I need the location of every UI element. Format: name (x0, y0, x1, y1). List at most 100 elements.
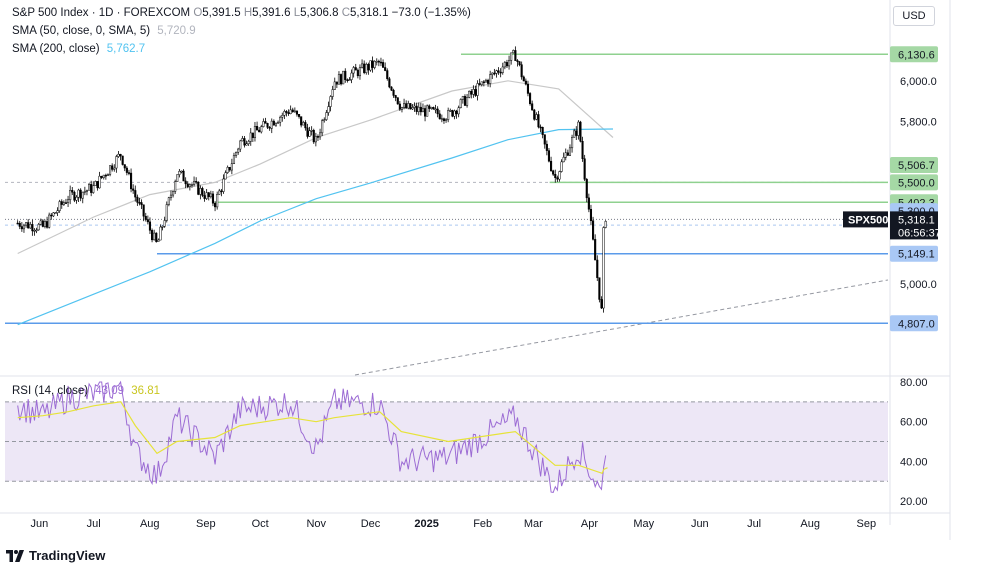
candle-body (600, 299, 603, 309)
candle-body (218, 190, 221, 195)
level-tag-6: 4,807.0 (898, 318, 935, 330)
candle-body (585, 179, 588, 199)
tradingview-logo-icon (6, 549, 24, 562)
candle-body (583, 158, 586, 180)
candle-body (75, 196, 78, 201)
candle-body (545, 143, 548, 151)
candle-body (373, 61, 376, 68)
candle-body (589, 209, 593, 221)
candle-body (186, 183, 189, 187)
candle-body (260, 126, 263, 133)
candle-body (125, 167, 128, 173)
candle-body (121, 155, 124, 165)
tradingview-logo[interactable]: TradingView (6, 548, 105, 563)
symbol-tag-bg (843, 211, 888, 228)
sma50-legend[interactable]: SMA (50, close, 0, SMA, 5) 5,720.9 (12, 25, 196, 37)
candle-body (298, 114, 301, 117)
candle-body (575, 130, 578, 136)
candle-body (445, 119, 448, 121)
candle-body (22, 224, 26, 230)
time-axis-tick: Mar (524, 518, 543, 530)
candle-body (558, 171, 561, 180)
candle-body (35, 229, 38, 232)
candle-body (203, 195, 206, 199)
currency-button[interactable]: USD (893, 6, 935, 26)
candle-body (73, 191, 76, 201)
candle-body (283, 111, 286, 116)
candle-body (518, 61, 521, 65)
price-change: −73.0 (−1.35%) (391, 7, 471, 19)
candle-body (405, 103, 408, 109)
candle-body (199, 188, 202, 195)
candle-body (497, 70, 500, 73)
candle-body (394, 95, 397, 98)
level-tag-bg-0 (890, 46, 938, 63)
candle-body (130, 172, 133, 190)
candle-body (529, 93, 532, 104)
candle-body (531, 103, 534, 111)
candle-body (302, 122, 305, 126)
candle-body (480, 81, 483, 85)
candle-body (77, 189, 80, 198)
candle-body (316, 136, 320, 138)
candle-body (182, 170, 185, 182)
candle-body (243, 138, 246, 146)
candle-body (163, 220, 166, 227)
candle-body (214, 202, 217, 208)
time-axis-tick: Jul (87, 518, 101, 530)
rsi-ma-line (17, 401, 608, 475)
candle-body (419, 106, 422, 113)
candle-body (604, 221, 607, 228)
candle-body (167, 197, 170, 205)
candle-body (41, 220, 44, 227)
candle-body (33, 230, 36, 232)
candle-body (407, 103, 410, 109)
rsi-label: RSI (14, close) (12, 385, 89, 397)
candle-body (48, 214, 51, 228)
time-axis-tick: Jun (31, 518, 49, 530)
rsi-legend[interactable]: RSI (14, close) 43.09 36.81 (12, 385, 160, 397)
candle-body (209, 193, 212, 198)
candle-body (432, 107, 435, 110)
time-axis-tick: Sep (856, 518, 876, 530)
candle-body (56, 210, 59, 213)
candle-body (436, 108, 439, 115)
candle-body (461, 96, 464, 100)
level-tag-bg-5 (890, 245, 938, 262)
time-axis-tick: Feb (473, 518, 492, 530)
candle-body (270, 120, 273, 129)
candle-body (300, 116, 303, 126)
candle-body (579, 121, 582, 142)
candle-body (552, 170, 555, 175)
candle-body (312, 129, 315, 143)
candle-body (29, 224, 32, 229)
candle-body (560, 161, 563, 172)
candle-body (43, 221, 47, 227)
candle-body (268, 127, 271, 129)
candle-body (400, 106, 404, 110)
candle-body (550, 160, 553, 172)
candle-body (503, 62, 506, 68)
candle-body (216, 194, 219, 208)
candle-body (327, 106, 330, 113)
candle-body (25, 222, 28, 226)
candle-body (46, 221, 49, 228)
candle-body (361, 63, 364, 68)
candle-body (358, 67, 362, 77)
candle-body (117, 153, 120, 157)
candle-body (340, 74, 343, 85)
candle-body (106, 174, 110, 176)
candle-body (239, 140, 242, 150)
candle-body (415, 105, 418, 112)
candle-body (501, 66, 504, 73)
candle-body (226, 167, 229, 173)
candle-body (304, 122, 307, 129)
candle-body (205, 192, 208, 199)
candle-body (285, 111, 288, 113)
sma200-legend[interactable]: SMA (200, close) 5,762.7 (12, 43, 145, 55)
candle-body (235, 151, 238, 156)
candle-body (104, 174, 107, 177)
candle-body (342, 70, 345, 85)
ohlc-open: O5,391.5 (193, 7, 241, 19)
